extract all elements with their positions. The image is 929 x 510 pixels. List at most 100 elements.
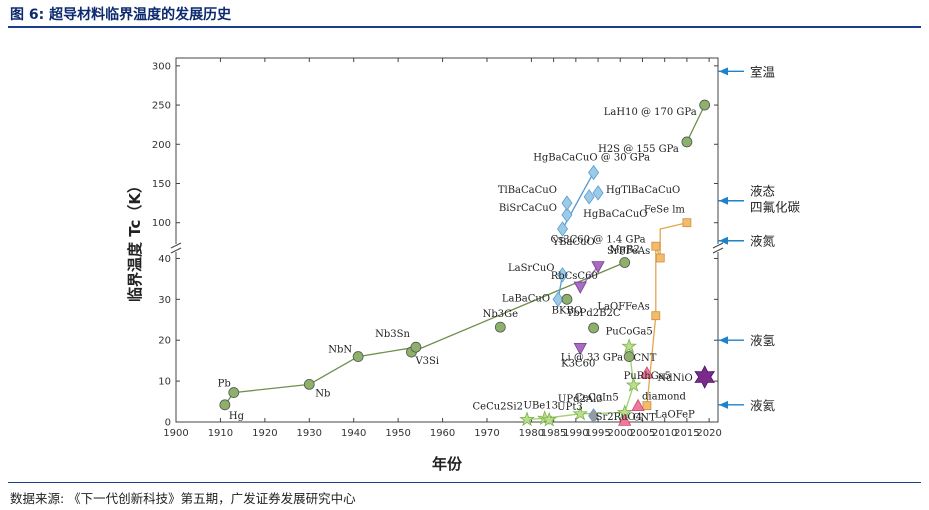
trend-line [308, 356, 359, 385]
data-point [619, 257, 631, 268]
data-label: MgB2 [610, 245, 640, 256]
x-tick-label: 1920 [252, 428, 277, 439]
x-tick-label: 1970 [474, 428, 499, 439]
axis-break-mark [712, 242, 724, 249]
reference-label: 液氮 [750, 234, 776, 249]
data-label: LaOFeP [655, 410, 695, 421]
data-label: YbPd2B2C [566, 308, 621, 319]
y-tick-label: 40 [158, 254, 171, 265]
trend-line [357, 346, 417, 358]
data-point [592, 185, 604, 201]
data-point [694, 365, 715, 389]
data-point [618, 413, 632, 426]
data-label: BKBO [552, 305, 583, 316]
y-tick-label: 20 [158, 336, 171, 347]
data-label: NbN [328, 345, 352, 356]
x-tick-label: 1900 [163, 428, 188, 439]
data-label: UPd2Al3 [558, 394, 603, 405]
reference-label: 液氢 [750, 333, 776, 348]
data-label: FeSe lm [644, 205, 685, 216]
trend-line [526, 411, 625, 421]
x-tick-label: 1960 [430, 428, 455, 439]
x-tick-label: 2000 [608, 428, 633, 439]
x-tick-label: 1930 [297, 428, 322, 439]
data-point [219, 399, 231, 411]
data-label: V3Si [414, 356, 439, 367]
data-point [541, 411, 557, 427]
y-tick-label: 30 [158, 295, 171, 306]
data-point [623, 351, 635, 362]
data-point [228, 387, 240, 398]
data-label: BiSrCaCuO [499, 203, 557, 214]
y-tick-label: 200 [152, 140, 171, 151]
data-label: Sr2RuO4 [596, 412, 643, 423]
x-tick-label: 2010 [652, 428, 677, 439]
axis-break-gap [713, 244, 723, 252]
data-point [573, 343, 587, 356]
x-tick-label: 1980 [519, 428, 544, 439]
data-label: Nb3Ge [483, 309, 519, 320]
trend-line [686, 104, 706, 143]
data-point [561, 195, 573, 211]
tc-history-chart: 1900 1910 1920 1930 1940 1950 1960 1970 19801985… [126, 57, 801, 473]
data-label: H2S @ 155 GPa [598, 144, 679, 155]
data-label: diamond [642, 392, 687, 403]
header-rule [8, 26, 921, 28]
trend-line [233, 383, 310, 394]
data-label: LaOFFeAs [597, 302, 649, 313]
data-label: UBe13 [524, 400, 558, 411]
data-label: HgBaCaCuO [583, 209, 647, 220]
data-label: HgTlBaCaCuO [606, 185, 680, 196]
x-tick-label: 1990 [563, 428, 588, 439]
axis-break-mark [170, 242, 182, 249]
data-point [631, 398, 645, 412]
data-point [583, 189, 595, 205]
x-tick-label: 1995 [585, 428, 610, 439]
data-point [591, 261, 605, 274]
data-label: Cs3C60 @ 1.4 GPa [550, 235, 645, 246]
data-point [410, 341, 422, 353]
data-label: CNT [633, 412, 656, 423]
data-label: TlBaCaCuO [498, 185, 557, 196]
trend-line [646, 222, 688, 406]
reference-arrowhead [719, 67, 728, 76]
reference-label: 液态 [750, 184, 775, 199]
data-point [588, 408, 600, 424]
data-point [573, 281, 587, 294]
reference-arrowhead [719, 236, 728, 245]
data-point [352, 351, 364, 362]
x-tick-label: 1985 [541, 428, 566, 439]
reference-arrowhead [719, 336, 728, 345]
data-label: K3C60 [561, 358, 595, 369]
data-point [561, 293, 573, 305]
axis-break-mark [170, 247, 182, 254]
data-point [552, 291, 564, 308]
x-tick-label: 1910 [208, 428, 233, 439]
data-point [651, 241, 661, 251]
data-point [519, 411, 535, 427]
axis-break-mark [712, 247, 724, 254]
footer-rule [8, 482, 921, 483]
reference-arrowhead [719, 400, 728, 409]
data-label: Nb [315, 388, 330, 399]
data-label: RbCsC60 [551, 271, 598, 282]
x-tick-label: 2005 [630, 428, 655, 439]
x-tick-label: 2020 [696, 428, 721, 439]
data-label: Pb [218, 379, 231, 390]
data-point [651, 311, 661, 321]
data-point [681, 136, 693, 148]
x-tick-label: 2015 [674, 428, 699, 439]
data-label: UPt3 [557, 402, 583, 413]
data-label: CNT [633, 353, 656, 364]
reference-label: 室温 [750, 64, 776, 79]
data-label: PuCoGa5 [606, 326, 653, 337]
data-point [572, 405, 589, 421]
reference-label: 液氦 [750, 398, 776, 413]
data-label: CeCu2Si2 [473, 402, 523, 413]
data-point [625, 376, 642, 392]
y-tick-label: 250 [152, 101, 171, 112]
data-point [588, 322, 600, 334]
figure-title: 图 6: 超导材料临界温度的发展历史 [10, 7, 232, 23]
data-label: LaSrCuO [508, 263, 555, 274]
y-axis-label: 临界温度 Tc（K） [126, 178, 144, 302]
